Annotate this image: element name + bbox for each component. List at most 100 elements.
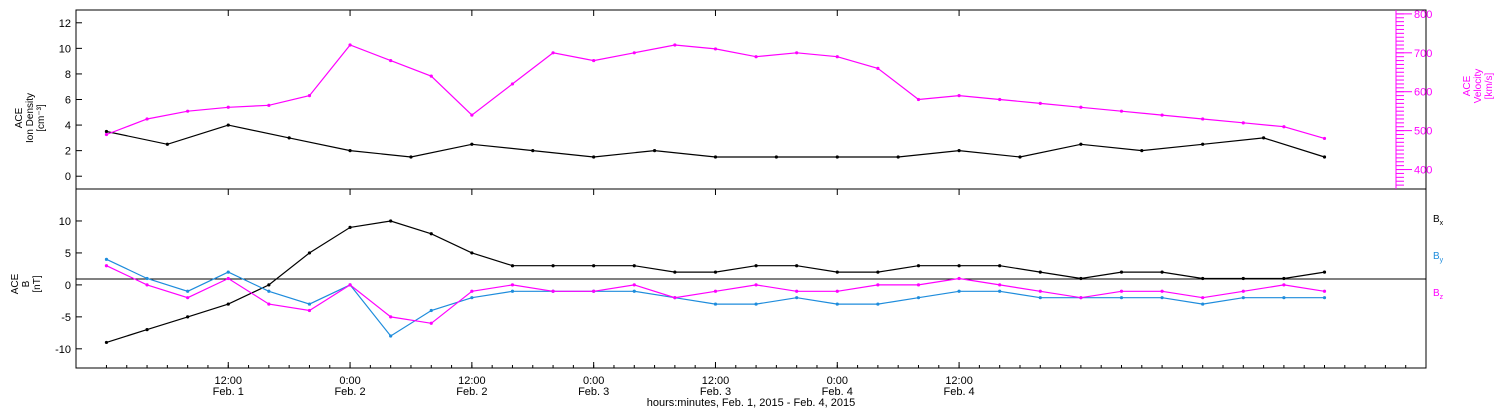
velocity-point <box>1079 105 1083 109</box>
b-ytick-label: 5 <box>65 248 71 260</box>
density-ytick-label: 10 <box>59 43 71 55</box>
velocity-point <box>1119 109 1124 113</box>
density-point <box>957 149 961 153</box>
velocity-point <box>1322 136 1327 141</box>
b-point-by <box>510 289 515 293</box>
velocity-point <box>632 51 636 55</box>
velocity-point <box>510 82 515 86</box>
b-point-bx <box>998 264 1002 268</box>
velocity-ylabel: ACEVelocity[km/s] <box>1462 69 1495 103</box>
velocity-ylabel-line: Velocity <box>1473 69 1484 103</box>
b-point-by <box>1119 296 1124 300</box>
b-point-bz <box>429 321 433 325</box>
b-ytick-label: -5 <box>61 312 71 324</box>
velocity-point <box>307 94 312 98</box>
density-ylabel-line: Ion Density <box>25 93 36 143</box>
velocity-ytick-label: 700 <box>1414 48 1432 60</box>
density-point <box>1322 155 1327 159</box>
b-point-bx <box>1241 276 1245 281</box>
b-point-by <box>429 308 433 313</box>
b-point-bz <box>1119 289 1124 293</box>
legend-entry-bx: Bx <box>1433 214 1444 227</box>
x-tick-time: 0:00 <box>583 375 604 387</box>
velocity-ytick-label: 400 <box>1414 165 1432 177</box>
b-point-by <box>835 302 839 306</box>
legend-main: B <box>1433 288 1440 299</box>
density-point <box>165 142 169 146</box>
b-point-bx <box>795 264 799 268</box>
b-ylabel: ACEB[nT] <box>10 273 43 294</box>
velocity-point <box>348 43 352 47</box>
density-point <box>835 155 839 159</box>
b-point-bz <box>551 289 555 293</box>
b-point-by <box>916 296 921 300</box>
b-ytick-label: 10 <box>59 216 71 228</box>
b-point-by <box>267 289 271 293</box>
velocity-point <box>1038 101 1042 105</box>
b-point-by <box>713 302 718 306</box>
velocity-point <box>876 66 880 70</box>
b-point-by <box>957 289 961 293</box>
density-point <box>1201 142 1205 146</box>
density-ytick-label: 12 <box>59 18 71 30</box>
x-tick-time: 0:00 <box>827 375 848 387</box>
b-point-bx <box>510 264 515 268</box>
b-point-bz <box>1079 296 1083 300</box>
b-point-bx <box>551 264 555 268</box>
velocity-point <box>104 132 109 137</box>
x-tick-date: Feb. 2 <box>456 386 487 398</box>
b-point-bx <box>1079 276 1083 281</box>
b-point-bz <box>754 283 758 287</box>
b-point-bz <box>1322 289 1327 293</box>
b-point-bx <box>186 315 190 319</box>
b-ytick-label: -10 <box>55 344 71 356</box>
b-point-bx <box>632 264 636 268</box>
velocity-point <box>916 97 921 102</box>
b-point-by <box>795 296 799 300</box>
density-point <box>1261 136 1266 140</box>
b-point-by <box>876 302 880 306</box>
velocity-point <box>795 51 799 55</box>
density-ytick-label: 6 <box>65 95 71 107</box>
velocity-ytick-label: 800 <box>1414 9 1432 21</box>
b-point-bz <box>632 283 636 287</box>
density-point <box>531 149 535 153</box>
velocity-point <box>551 51 555 55</box>
b-point-by <box>632 289 636 293</box>
b-point-bx <box>673 270 677 274</box>
b-point-bz <box>267 302 271 306</box>
b-point-bx <box>1038 270 1042 274</box>
density-point <box>774 155 778 159</box>
legend-main: B <box>1433 251 1440 262</box>
b-point-by <box>998 289 1002 293</box>
velocity-point <box>998 97 1002 102</box>
b-point-by <box>389 334 393 338</box>
velocity-point <box>835 55 839 59</box>
b-point-bx <box>835 270 839 274</box>
velocity-point <box>957 94 961 98</box>
b-point-bz <box>226 276 230 281</box>
velocity-ytick-label: 500 <box>1414 126 1432 138</box>
legend-sub: z <box>1440 294 1444 301</box>
x-tick-time: 0:00 <box>339 375 360 387</box>
b-point-bz <box>592 289 596 293</box>
b-point-by <box>754 302 758 306</box>
velocity-point <box>754 55 758 59</box>
b-point-bx <box>307 251 312 255</box>
density-point <box>652 149 657 153</box>
b-point-by <box>1160 296 1164 300</box>
b-point-bx <box>754 264 758 268</box>
b-point-bx <box>429 232 433 236</box>
density-point <box>713 155 718 159</box>
b-point-bz <box>510 283 515 287</box>
velocity-point <box>145 117 149 121</box>
x-tick-time: 12:00 <box>702 375 730 387</box>
density-ytick-label: 8 <box>65 69 71 81</box>
velocity-point <box>1160 113 1164 117</box>
x-tick-time: 12:00 <box>214 375 242 387</box>
b-point-bx <box>957 264 961 268</box>
b-point-bz <box>916 283 921 287</box>
b-ylabel-line: B <box>21 280 32 287</box>
b-point-by <box>104 257 109 261</box>
b-ylabel-line: [nT] <box>32 275 43 292</box>
